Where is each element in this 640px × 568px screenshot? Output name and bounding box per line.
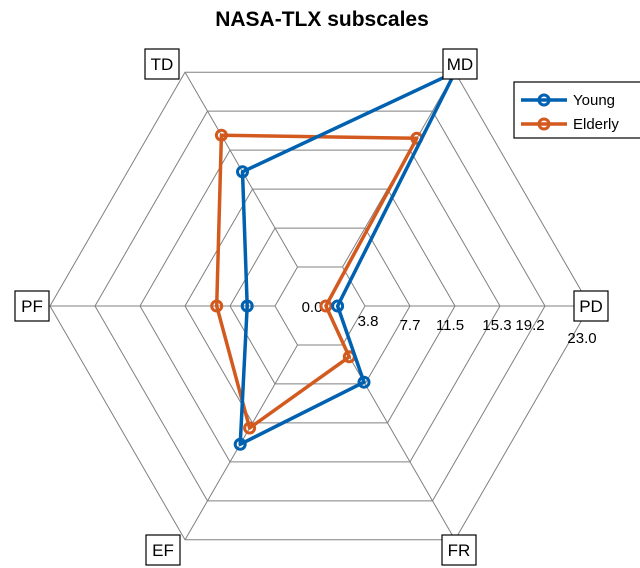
radial-tick-label: 23.0 <box>567 330 596 347</box>
radial-tick-labels: 0.0 3.8 7.7 11.5 15.3 19.2 23.0 <box>302 299 597 347</box>
radial-tick-label: 11.5 <box>436 317 464 334</box>
axis-label-text: MD <box>447 55 473 74</box>
axis-labels: MD PD FR EF PF TD <box>14 48 609 566</box>
data-point-young <box>240 299 254 313</box>
axis-label-box <box>14 290 50 322</box>
axis-label-text: PF <box>21 297 43 316</box>
axis-label-box <box>442 48 478 80</box>
legend-box <box>513 81 640 139</box>
axis-label-fr: FR <box>441 534 477 566</box>
radial-tick-label: 3.8 <box>358 313 379 330</box>
axis-label-td: TD <box>144 48 180 80</box>
axis-label-box <box>573 290 609 322</box>
legend-item-young: Young <box>521 92 615 109</box>
axis-label-box <box>145 534 181 566</box>
axis-label-ef: EF <box>145 534 181 566</box>
grid-spoke <box>342 344 456 541</box>
axis-label-pd: PD <box>573 290 609 322</box>
radial-tick-label: 19.2 <box>515 317 544 334</box>
data-point-elderly <box>243 421 257 435</box>
grid-spoke <box>184 71 298 268</box>
legend-label: Elderly <box>573 116 619 133</box>
radial-tick-label: 7.7 <box>400 317 421 334</box>
axis-label-box <box>441 534 477 566</box>
chart-title: NASA-TLX subscales <box>215 8 429 31</box>
axis-label-text: TD <box>151 55 174 74</box>
data-point-young <box>233 437 247 451</box>
data-point-elderly <box>214 128 228 142</box>
legend-label: Young <box>573 92 615 109</box>
axis-label-text: PD <box>579 297 603 316</box>
legend: Young Elderly <box>513 81 640 139</box>
axis-label-text: EF <box>152 541 174 560</box>
series-line-elderly <box>214 133 419 430</box>
axis-label-pf: PF <box>14 290 50 322</box>
series-line-young <box>238 70 457 447</box>
data-point-elderly <box>319 299 333 313</box>
radial-tick-label: 15.3 <box>482 317 511 334</box>
axis-label-box <box>144 48 180 80</box>
data-series <box>210 65 462 451</box>
legend-item-elderly: Elderly <box>521 116 619 133</box>
data-point-elderly <box>210 299 224 313</box>
data-point-young <box>236 165 249 179</box>
legend-marker <box>537 93 551 107</box>
legend-marker <box>537 117 551 131</box>
axis-label-md: MD <box>442 48 478 80</box>
data-point-young <box>331 299 345 313</box>
axis-label-text: FR <box>448 541 471 560</box>
data-point-young <box>357 375 371 389</box>
radial-tick-label: 0.0 <box>302 299 323 316</box>
